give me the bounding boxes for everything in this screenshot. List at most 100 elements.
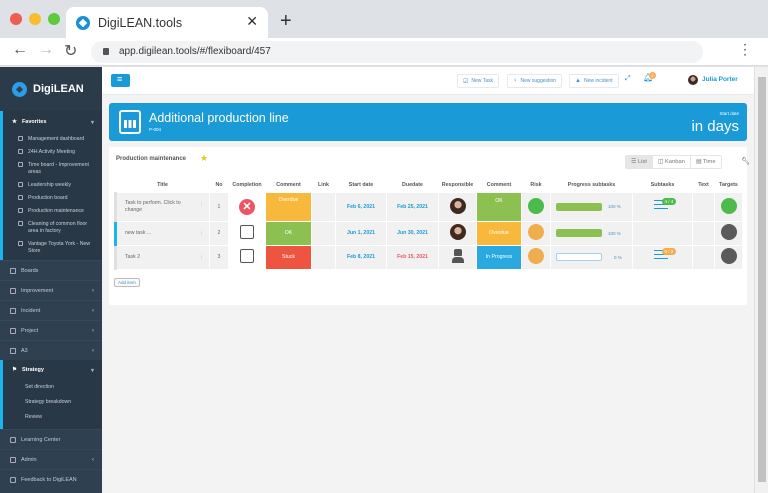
sidebar-item-improvement[interactable]: Improvement ‹ — [0, 280, 102, 300]
completion-cell[interactable] — [228, 220, 266, 246]
risk-cell[interactable] — [521, 220, 551, 246]
responsible-cell[interactable] — [438, 220, 477, 246]
back-arrow-icon[interactable]: ← — [12, 41, 28, 58]
sidebar-item-management-dashboard[interactable]: Management dashboard — [3, 133, 102, 146]
new-tab-button[interactable]: + — [280, 10, 292, 32]
targets-cell[interactable] — [714, 191, 743, 222]
col-comment-2[interactable]: Comment — [486, 181, 512, 188]
due-date[interactable]: Feb 25, 2021 — [386, 191, 439, 222]
close-window-button[interactable] — [10, 13, 22, 25]
sidebar-item-cleaning[interactable]: Cleaning of common floor area in factory — [3, 218, 102, 238]
browser-tab[interactable]: DigiLEAN.tools ✕ — [66, 7, 268, 38]
link-cell[interactable] — [311, 220, 336, 246]
col-link[interactable]: Link — [318, 181, 329, 188]
completion-cell[interactable] — [228, 244, 266, 270]
col-risk[interactable]: Risk — [530, 181, 542, 188]
brand[interactable]: DigiLEAN — [0, 67, 102, 111]
due-date[interactable]: Jun 30, 2021 — [386, 220, 439, 246]
view-kanban-button[interactable]: ◫ Kanban — [653, 156, 691, 168]
new-incident-button[interactable]: ▲ New incident — [569, 74, 619, 88]
link-cell[interactable] — [311, 191, 336, 222]
text-cell[interactable] — [692, 220, 715, 246]
subtasks-cell[interactable]: 4 / 4 — [632, 191, 693, 222]
start-date[interactable]: Feb 8, 2021 — [335, 244, 387, 270]
favorites-header[interactable]: ★ Favorites ▾ — [3, 111, 102, 133]
close-tab-icon[interactable]: ✕ — [246, 13, 258, 29]
risk-cell[interactable] — [521, 244, 551, 270]
completion-checkbox[interactable] — [240, 249, 254, 263]
page-scrollbar[interactable] — [754, 67, 768, 493]
comment-status[interactable]: OK — [476, 191, 522, 222]
reload-icon[interactable]: ↻ — [64, 43, 78, 60]
table-row[interactable]: Task to perform. Click to change ⋮ 1 ✕ Ov… — [114, 191, 743, 222]
url-input[interactable]: app.digilean.tools/#/flexiboard/457 — [91, 41, 703, 63]
task-title-cell[interactable]: Task to perform. Click to change ⋮ — [114, 191, 210, 222]
start-date[interactable]: Jun 1, 2021 — [335, 220, 387, 246]
targets-cell[interactable] — [714, 220, 743, 246]
comment-status[interactable]: Overdue — [265, 191, 312, 222]
forward-arrow-icon[interactable]: → — [38, 41, 54, 58]
comment-status[interactable]: Stuck — [265, 244, 312, 270]
responsible-cell[interactable] — [438, 191, 477, 222]
sidebar-item-strategy-breakdown[interactable]: Strategy breakdown — [25, 399, 72, 405]
sidebar-item-leadership-weekly[interactable]: Leadership weekly — [3, 179, 102, 192]
sidebar-item-project[interactable]: Project ‹ — [0, 320, 102, 340]
col-progress-subtasks[interactable]: Progress subtasks — [567, 181, 616, 188]
task-title-cell[interactable]: Task 2 ⋮ — [114, 244, 210, 270]
new-task-button[interactable]: ☑ New Task — [457, 74, 499, 88]
sidebar-item-learning-center[interactable]: Learning Center — [0, 429, 102, 449]
sidebar-item-admin[interactable]: Admin ‹ — [0, 449, 102, 469]
subtasks-list-icon[interactable]: 4 / 4 — [648, 197, 678, 214]
user-avatar[interactable] — [688, 75, 698, 85]
due-date[interactable]: Feb 15, 2021 — [386, 244, 439, 270]
hamburger-menu-button[interactable] — [111, 74, 130, 87]
subtasks-cell[interactable]: 0 / 2 — [632, 244, 693, 270]
new-suggestion-button[interactable]: ♀ New suggestion — [507, 74, 563, 88]
sidebar-item-vantage-toyota[interactable]: Vantage Toyota York - New Store — [3, 238, 102, 258]
responsible-cell[interactable] — [438, 244, 477, 270]
failed-x-icon[interactable]: ✕ — [239, 198, 255, 215]
strategy-header[interactable]: ⚑ Strategy ▾ — [3, 360, 102, 380]
col-completion[interactable]: Completion — [232, 181, 262, 188]
text-cell[interactable] — [692, 191, 715, 222]
col-targets[interactable]: Targets — [719, 181, 738, 188]
completion-checkbox[interactable] — [240, 225, 254, 239]
sidebar-item-a3[interactable]: A3 ‹ — [0, 340, 102, 360]
targets-cell[interactable] — [714, 244, 743, 270]
row-menu-icon[interactable]: ⋮ — [198, 229, 204, 236]
sidebar-item-time-board[interactable]: Time board - Improvement areas — [3, 159, 102, 179]
row-menu-icon[interactable]: ⋮ — [198, 253, 204, 260]
col-subtasks[interactable]: Subtasks — [650, 181, 675, 188]
sidebar-item-feedback[interactable]: Feedback to DigiLEAN — [0, 469, 102, 489]
comment-status[interactable]: In Progress — [476, 244, 522, 270]
view-list-button[interactable]: ☰ List — [626, 156, 653, 168]
col-comment[interactable]: Comment — [276, 181, 301, 188]
col-duedate[interactable]: Duedate — [402, 181, 423, 188]
minimize-window-button[interactable] — [29, 13, 41, 25]
row-menu-icon[interactable]: ⋮ — [198, 200, 204, 207]
sidebar-item-review[interactable]: Review — [25, 414, 43, 420]
task-title-cell[interactable]: new task ... ⋮ — [114, 220, 210, 246]
add-item-button[interactable]: Add item — [114, 278, 140, 287]
sidebar-item-production-maintenance[interactable]: Production maintenance — [3, 205, 102, 218]
sidebar-item-boards[interactable]: Boards — [0, 260, 102, 280]
comment-status[interactable]: Overdue — [476, 220, 522, 246]
completion-cell[interactable]: ✕ — [228, 191, 266, 222]
fullscreen-icon[interactable]: ⤢ — [625, 75, 631, 82]
start-date[interactable]: Feb 6, 2021 — [335, 191, 387, 222]
link-cell[interactable] — [311, 244, 336, 270]
col-start-date[interactable]: Start date — [348, 181, 374, 188]
sidebar-item-24h-activity-meeting[interactable]: 24H Activity Meeting — [3, 146, 102, 159]
bell-icon[interactable]: 🔔︎ — [643, 73, 654, 82]
col-title[interactable]: Title — [157, 181, 168, 188]
col-responsible[interactable]: Responsible — [441, 181, 474, 188]
table-row[interactable]: new task ... ⋮ 2 OK Jun 1, 2021 Jun 30, 2… — [114, 220, 743, 246]
table-row[interactable]: Task 2 ⋮ 3 Stuck Feb 8, 2021 Feb 15, 2021… — [114, 244, 743, 270]
wrench-icon[interactable]: 🔧︎ — [741, 158, 750, 165]
maximize-window-button[interactable] — [48, 13, 60, 25]
sidebar-item-incident[interactable]: Incident ‹ — [0, 300, 102, 320]
scrollbar-thumb[interactable] — [758, 77, 766, 482]
comment-status[interactable]: OK — [265, 220, 312, 246]
risk-cell[interactable] — [521, 191, 551, 222]
subtasks-list-icon[interactable]: 0 / 2 — [648, 248, 678, 264]
